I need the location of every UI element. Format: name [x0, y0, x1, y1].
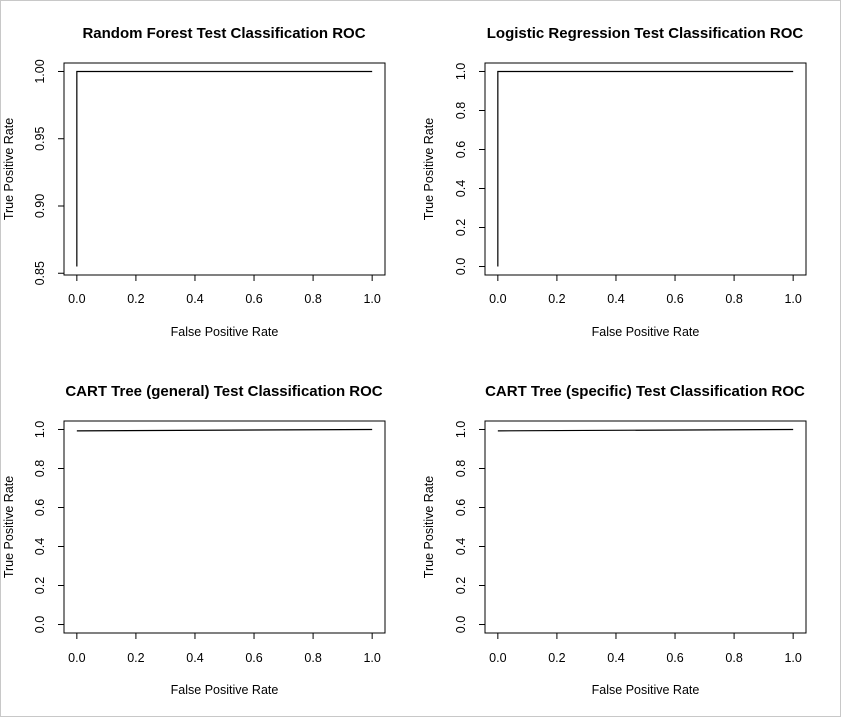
chart3-plot-frame [63, 420, 386, 634]
chart3-x-axis-label: False Positive Rate [171, 683, 279, 697]
chart1-y-tick-label: 0.95 [33, 127, 47, 151]
chart4-title: CART Tree (specific) Test Classification… [485, 383, 805, 400]
chart2-x-tick-label: 0.0 [489, 292, 506, 306]
chart4-plot-frame [484, 420, 807, 634]
chart2-x-tick-label: 0.4 [607, 292, 624, 306]
chart4-x-tick-label: 1.0 [784, 651, 801, 665]
chart2-y-axis-label: True Positive Rate [422, 118, 436, 220]
chart3-x-tick-label: 0.6 [245, 651, 262, 665]
chart1-y-tick-label: 0.85 [33, 261, 47, 285]
chart2-x-tick-label: 0.6 [666, 292, 683, 306]
chart1-x-tick-label: 0.8 [304, 292, 321, 306]
chart1-panel: Random Forest Test Classification ROC 0.0… [2, 25, 386, 339]
chart4-x-axis-label: False Positive Rate [592, 683, 700, 697]
chart3-x-tick-label: 0.2 [127, 651, 144, 665]
chart2-title: Logistic Regression Test Classification … [487, 25, 804, 42]
chart2-panel: Logistic Regression Test Classification … [422, 25, 807, 339]
chart1-x-tick-label: 0.6 [245, 292, 262, 306]
chart4-y-tick-label: 0.4 [454, 538, 468, 555]
chart3-y-tick-label: 0.8 [33, 460, 47, 477]
chart2-y-tick-label: 0.8 [454, 102, 468, 119]
chart4-y-tick-label: 0.8 [454, 460, 468, 477]
chart2-x-tick-label: 1.0 [784, 292, 801, 306]
chart2-x-axis-label: False Positive Rate [592, 325, 700, 339]
chart4-x-tick-label: 0.4 [607, 651, 624, 665]
chart2-y-tick-label: 1.0 [454, 63, 468, 80]
chart2-y-tick-label: 0.4 [454, 180, 468, 197]
chart3-y-tick-label: 0.6 [33, 499, 47, 516]
chart3-x-tick-label: 0.0 [68, 651, 85, 665]
chart1-x-tick-label: 1.0 [363, 292, 380, 306]
chart4-x-tick-label: 0.6 [666, 651, 683, 665]
chart3-y-tick-label: 0.2 [33, 577, 47, 594]
chart1-y-axis-label: True Positive Rate [2, 118, 16, 220]
chart3-y-tick-label: 0.0 [33, 616, 47, 633]
chart3-x-tick-label: 0.4 [186, 651, 203, 665]
chart1-y-tick-label: 0.90 [33, 194, 47, 218]
chart1-x-axis-label: False Positive Rate [171, 325, 279, 339]
chart1-x-tick-label: 0.2 [127, 292, 144, 306]
chart4-roc-curve [497, 428, 794, 432]
chart3-x-tick-label: 1.0 [363, 651, 380, 665]
chart1-roc-curve [76, 70, 373, 267]
chart4-y-tick-label: 0.2 [454, 577, 468, 594]
chart2-x-tick-label: 0.2 [548, 292, 565, 306]
chart3-y-tick-label: 0.4 [33, 538, 47, 555]
chart1-x-tick-label: 0.0 [68, 292, 85, 306]
chart4-panel: CART Tree (specific) Test Classification… [422, 383, 807, 697]
chart3-y-axis-label: True Positive Rate [2, 476, 16, 578]
chart3-panel: CART Tree (general) Test Classification … [2, 383, 386, 697]
chart2-y-tick-label: 0.6 [454, 141, 468, 158]
chart4-x-tick-label: 0.8 [725, 651, 742, 665]
chart3-x-tick-label: 0.8 [304, 651, 321, 665]
chart3-roc-curve [76, 428, 373, 432]
chart4-y-axis-label: True Positive Rate [422, 476, 436, 578]
chart1-title: Random Forest Test Classification ROC [82, 25, 365, 42]
chart2-y-tick-label: 0.0 [454, 258, 468, 275]
chart2-plot-frame [484, 62, 807, 276]
chart1-y-tick-label: 1.00 [33, 59, 47, 83]
chart1-plot-frame [63, 62, 386, 276]
chart1-x-tick-label: 0.4 [186, 292, 203, 306]
chart2-x-tick-label: 0.8 [725, 292, 742, 306]
chart3-y-tick-label: 1.0 [33, 421, 47, 438]
chart2-roc-curve [497, 70, 794, 267]
chart4-x-tick-label: 0.2 [548, 651, 565, 665]
chart2-y-tick-label: 0.2 [454, 219, 468, 236]
chart4-y-tick-label: 0.6 [454, 499, 468, 516]
chart4-y-tick-label: 0.0 [454, 616, 468, 633]
chart4-x-tick-label: 0.0 [489, 651, 506, 665]
chart4-y-tick-label: 1.0 [454, 421, 468, 438]
chart3-title: CART Tree (general) Test Classification … [65, 383, 382, 400]
